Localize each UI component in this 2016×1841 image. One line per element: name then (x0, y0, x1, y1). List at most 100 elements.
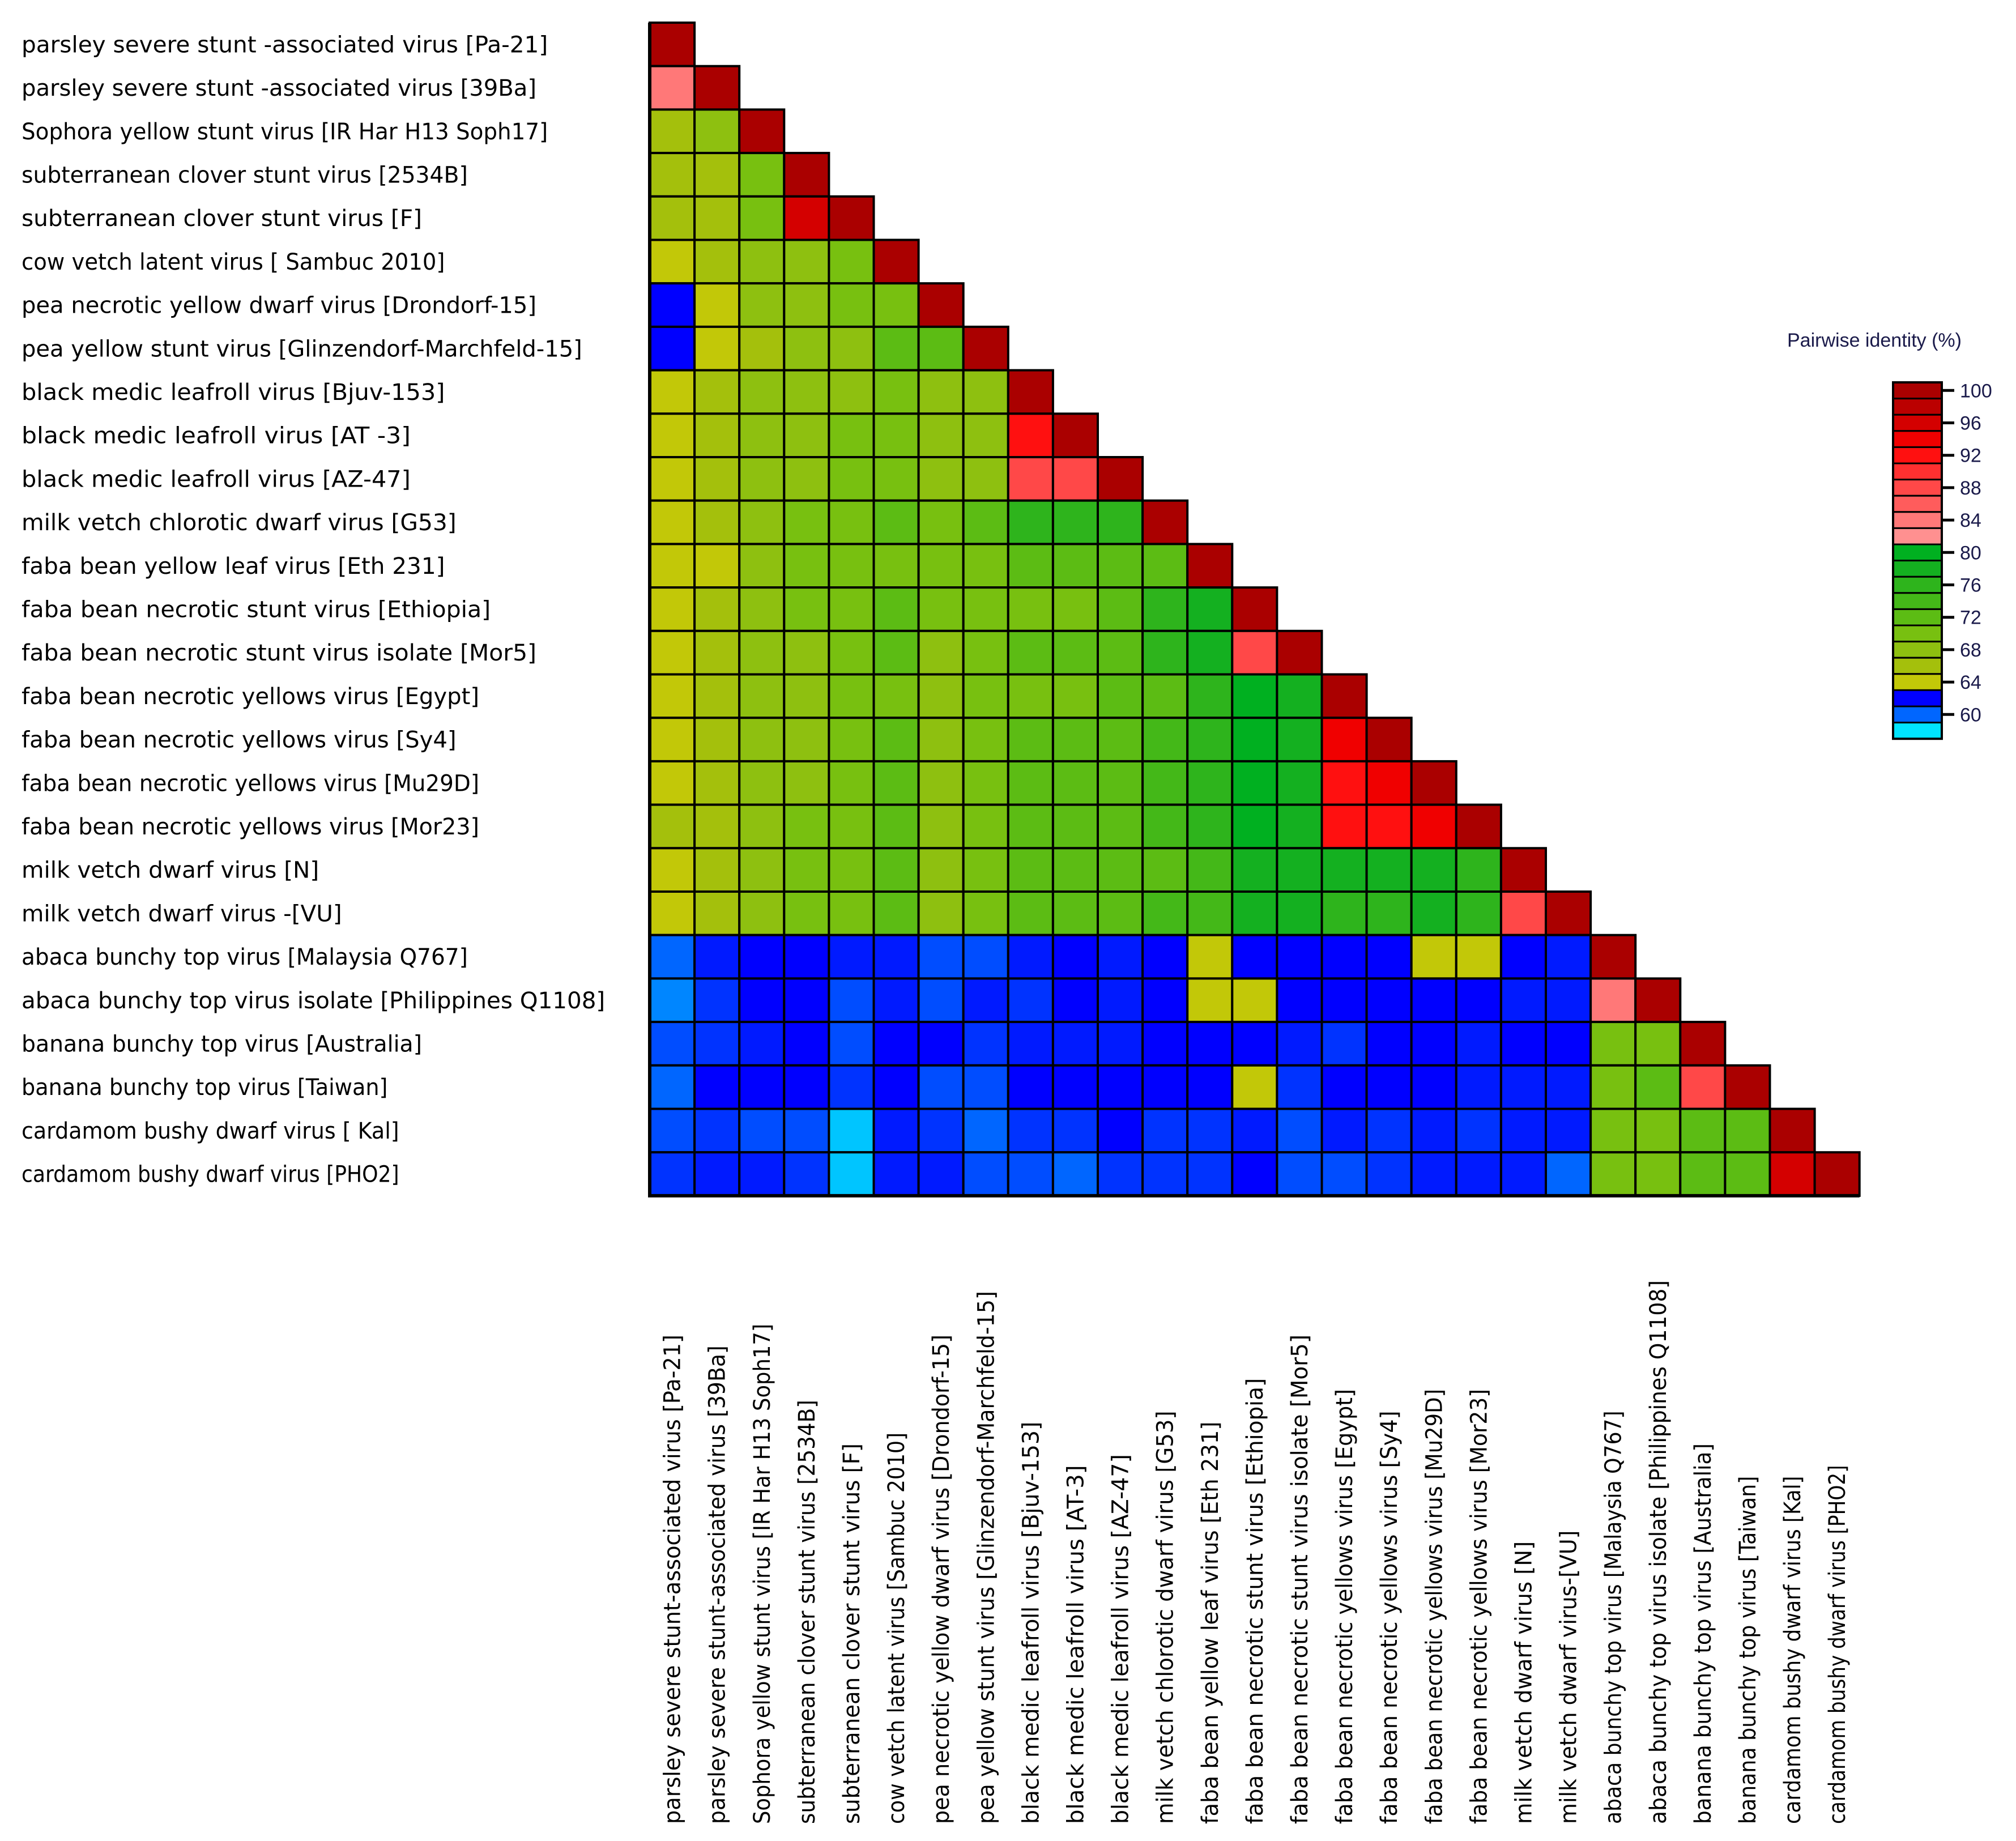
heatmap-cell (1231, 977, 1278, 1024)
heatmap-cell (1007, 629, 1054, 676)
heatmap-cell (649, 543, 696, 589)
heatmap-cell (1231, 1151, 1278, 1197)
heatmap-cell (693, 108, 741, 155)
row-label: subterranean clover stunt virus [F] (22, 206, 422, 232)
heatmap-cell (1365, 1151, 1413, 1197)
heatmap-cell (1097, 890, 1144, 936)
heatmap-cell (872, 760, 920, 806)
row-label: black medic leafroll virus [AZ-47] (22, 466, 411, 492)
heatmap-cell (738, 412, 786, 458)
heatmap-cell (1097, 1064, 1144, 1110)
heatmap-cell (1410, 890, 1457, 936)
heatmap-cell (1276, 977, 1323, 1024)
heatmap-cell (1051, 543, 1099, 589)
heatmap-cell (1231, 803, 1278, 850)
heatmap-cell (828, 499, 875, 546)
heatmap-cell (872, 412, 920, 458)
heatmap-cell (828, 195, 875, 241)
heatmap-cell (1545, 890, 1592, 936)
heatmap-cell (1276, 803, 1323, 850)
heatmap-cell (1141, 673, 1189, 719)
heatmap-cell (1097, 499, 1144, 546)
heatmap-cell (1097, 543, 1144, 589)
heatmap-cell (1499, 1021, 1547, 1067)
heatmap-cell (693, 152, 741, 198)
row-label: parsley severe stunt -associated virus [… (22, 32, 548, 58)
heatmap-cell (917, 673, 965, 719)
heatmap-cell (693, 1064, 741, 1110)
heatmap-cell (1545, 1151, 1592, 1197)
heatmap-cell (1097, 934, 1144, 980)
heatmap-cell (1276, 629, 1323, 676)
heatmap-cell (693, 456, 741, 502)
row-label: banana bunchy top virus [Taiwan] (22, 1075, 387, 1101)
heatmap-cell (1231, 629, 1278, 676)
row-label: parsley severe stunt -associated virus [… (22, 75, 536, 101)
heatmap-cell (1007, 890, 1054, 936)
column-label: milk vetch dwarf virus-[VU] (1556, 1531, 1582, 1824)
heatmap-cell (962, 760, 1009, 806)
heatmap-cell (1634, 1107, 1682, 1154)
heatmap-cell (693, 629, 741, 676)
heatmap-cell (783, 499, 830, 546)
heatmap-cell (1320, 890, 1368, 936)
heatmap-cell (1499, 1151, 1547, 1197)
heatmap-cell (1455, 1107, 1502, 1154)
heatmap-cell (962, 586, 1009, 632)
column-label: faba bean necrotic yellows virus [Mu29D] (1421, 1389, 1447, 1824)
heatmap-cell (1007, 760, 1054, 806)
column-label: black medic leafroll virus [Bjuv-153] (1018, 1422, 1044, 1824)
row-label: milk vetch chlorotic dwarf virus [G53] (22, 510, 457, 536)
heatmap-cell (738, 717, 786, 762)
row-label: pea necrotic yellow dwarf virus [Drondor… (22, 293, 536, 319)
legend-frame (1892, 381, 1943, 740)
legend-tick-label: 72 (1960, 607, 1981, 629)
heatmap-cell (1051, 717, 1099, 762)
row-label: faba bean yellow leaf virus [Eth 231] (22, 553, 445, 579)
heatmap-cell (693, 760, 741, 806)
heatmap-cell (1365, 847, 1413, 893)
heatmap-cell (1320, 673, 1368, 719)
heatmap-cell (917, 803, 965, 850)
heatmap-cell (917, 1151, 965, 1197)
heatmap-cell (783, 629, 830, 676)
color-legend: Pairwise identity (%) 100 96 92 88 84 80 76 72 6… (1787, 330, 1992, 740)
heatmap-cell (1455, 890, 1502, 936)
heatmap-cell (1499, 1107, 1547, 1154)
heatmap-cell (1007, 1021, 1054, 1067)
row-label: Sophora yellow stunt virus [IR Har H13 S… (22, 119, 548, 145)
heatmap-cell (693, 195, 741, 241)
heatmap-cell (1231, 890, 1278, 936)
heatmap-cell (738, 195, 786, 241)
heatmap-cell (693, 412, 741, 458)
heatmap-cell (1051, 1064, 1099, 1110)
heatmap-cell (1276, 1064, 1323, 1110)
heatmap-cell (783, 325, 830, 372)
heatmap-cell (738, 543, 786, 589)
heatmap-cell (649, 499, 696, 546)
heatmap-cell (828, 456, 875, 502)
column-label: black medic leafroll virus [AT-3] (1063, 1465, 1089, 1824)
heatmap-cell (1097, 629, 1144, 676)
heatmap-cell (783, 977, 830, 1024)
heatmap-cell (828, 760, 875, 806)
legend-bin (1892, 705, 1943, 724)
heatmap-cell (828, 717, 875, 762)
heatmap-cell (783, 195, 830, 241)
heatmap-cell (872, 282, 920, 328)
heatmap-cell (783, 152, 830, 198)
legend-bin (1892, 527, 1943, 546)
heatmap-cell (1455, 1021, 1502, 1067)
column-label: subterranean clover stunt virus [2534B] (794, 1400, 820, 1824)
heatmap-cell (1499, 1064, 1547, 1110)
heatmap-cell (1634, 1151, 1682, 1197)
heatmap-cell (1141, 1021, 1189, 1067)
heatmap-cell (693, 934, 741, 980)
heatmap-cell (1276, 1107, 1323, 1154)
heatmap-cell (738, 456, 786, 502)
heatmap-cell (828, 282, 875, 328)
heatmap-cell (1051, 934, 1099, 980)
heatmap-cell (1097, 847, 1144, 893)
heatmap-cell (1813, 1151, 1861, 1197)
heatmap-cell (649, 456, 696, 502)
